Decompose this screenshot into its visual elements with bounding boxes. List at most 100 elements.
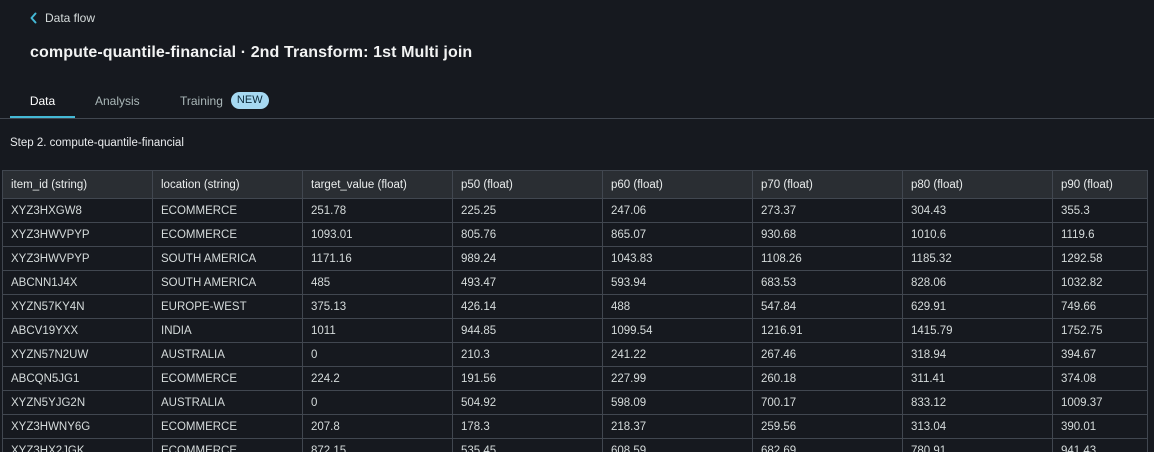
table-row: XYZ3HWVPYP SOUTH AMERICA 1171.16 989.24 1043…	[2, 246, 1148, 271]
table-cell: INDIA	[152, 318, 303, 343]
table-cell: 0	[302, 390, 453, 415]
table-cell: AUSTRALIA	[152, 342, 303, 367]
tab-training-label: Training	[180, 93, 223, 108]
table-cell: 833.12	[902, 390, 1053, 415]
table-cell: XYZ3HXGW8	[2, 198, 153, 223]
table-cell: 930.68	[752, 222, 903, 247]
table-cell: 682.69	[752, 438, 903, 452]
table-cell: 488	[602, 294, 753, 319]
table-cell: ABCV19YXX	[2, 318, 153, 343]
table-cell: 259.56	[752, 414, 903, 439]
table-cell: 227.99	[602, 366, 753, 391]
table-row: XYZ3HWNY6G ECOMMERCE 207.8 178.3 218.37 259.5…	[2, 414, 1148, 439]
table-cell: 683.53	[752, 270, 903, 295]
table-cell: 1009.37	[1052, 390, 1148, 415]
table-cell: 629.91	[902, 294, 1053, 319]
table-cell: ABCQN5JG1	[2, 366, 153, 391]
column-header[interactable]: p50 (float)	[452, 170, 603, 199]
table-cell: AUSTRALIA	[152, 390, 303, 415]
column-header[interactable]: p80 (float)	[902, 170, 1053, 199]
table-cell: 1099.54	[602, 318, 753, 343]
table-row: XYZN5YJG2N AUSTRALIA 0 504.92 598.09 700.17 83…	[2, 390, 1148, 415]
table-row: ABCQN5JG1 ECOMMERCE 224.2 191.56 227.99 260.1…	[2, 366, 1148, 391]
table-cell: 374.08	[1052, 366, 1148, 391]
column-header[interactable]: p70 (float)	[752, 170, 903, 199]
table-cell: ECOMMERCE	[152, 414, 303, 439]
table-cell: XYZ3HWVPYP	[2, 222, 153, 247]
column-header[interactable]: p90 (float)	[1052, 170, 1148, 199]
table-cell: 828.06	[902, 270, 1053, 295]
table-cell: 313.04	[902, 414, 1053, 439]
table-cell: 989.24	[452, 246, 603, 271]
table-cell: 504.92	[452, 390, 603, 415]
table-cell: 224.2	[302, 366, 453, 391]
table-row: XYZ3HX2JGK ECOMMERCE 872.15 535.45 608.59 682…	[2, 438, 1148, 452]
table-cell: 1752.75	[1052, 318, 1148, 343]
table-cell: 1032.82	[1052, 270, 1148, 295]
table-cell: 191.56	[452, 366, 603, 391]
table-cell: 1216.91	[752, 318, 903, 343]
table-cell: 1093.01	[302, 222, 453, 247]
table-cell: ECOMMERCE	[152, 438, 303, 452]
table-row: XYZ3HXGW8 ECOMMERCE 251.78 225.25 247.06 273.…	[2, 198, 1148, 223]
table-cell: 426.14	[452, 294, 603, 319]
tab-data[interactable]: Data	[10, 84, 75, 118]
step-label: Step 2. compute-quantile-financial	[10, 137, 184, 149]
column-header[interactable]: item_id (string)	[2, 170, 153, 199]
column-header[interactable]: p60 (float)	[602, 170, 753, 199]
table-cell: 941.43	[1052, 438, 1148, 452]
table-cell: 375.13	[302, 294, 453, 319]
back-link-label: Data flow	[45, 11, 96, 25]
table-cell: 493.47	[452, 270, 603, 295]
tab-analysis-label: Analysis	[95, 93, 140, 108]
table-cell: 394.67	[1052, 342, 1148, 367]
column-header[interactable]: target_value (float)	[302, 170, 453, 199]
table-cell: 218.37	[602, 414, 753, 439]
table-cell: 535.45	[452, 438, 603, 452]
table-cell: 1010.6	[902, 222, 1053, 247]
table-cell: XYZ3HWNY6G	[2, 414, 153, 439]
table-cell: XYZN57KY4N	[2, 294, 153, 319]
table-cell: ABCNN1J4X	[2, 270, 153, 295]
table-cell: 390.01	[1052, 414, 1148, 439]
tab-analysis[interactable]: Analysis	[95, 84, 140, 117]
table-cell: 749.66	[1052, 294, 1148, 319]
table-cell: 260.18	[752, 366, 903, 391]
table-cell: 207.8	[302, 414, 453, 439]
table-cell: XYZ3HWVPYP	[2, 246, 153, 271]
table-cell: SOUTH AMERICA	[152, 270, 303, 295]
chevron-left-icon	[30, 12, 37, 24]
table-cell: ECOMMERCE	[152, 198, 303, 223]
table-cell: 247.06	[602, 198, 753, 223]
table-cell: 944.85	[452, 318, 603, 343]
page-title: compute-quantile-financial · 2nd Transfo…	[30, 44, 473, 61]
table-cell: 311.41	[902, 366, 1053, 391]
table-cell: 1185.32	[902, 246, 1053, 271]
table-cell: 251.78	[302, 198, 453, 223]
table-cell: 598.09	[602, 390, 753, 415]
tab-data-label: Data	[29, 93, 56, 108]
table-row: ABCV19YXX INDIA 1011 944.85 1099.54 1216.91 14…	[2, 318, 1148, 343]
table-cell: 608.59	[602, 438, 753, 452]
table-cell: 805.76	[452, 222, 603, 247]
table-cell: ECOMMERCE	[152, 366, 303, 391]
column-header[interactable]: location (string)	[152, 170, 303, 199]
back-to-data-flow-link[interactable]: Data flow	[29, 11, 95, 25]
table-cell: 355.3	[1052, 198, 1148, 223]
table-cell: 210.3	[452, 342, 603, 367]
table-cell: 872.15	[302, 438, 453, 452]
table-row: XYZ3HWVPYP ECOMMERCE 1093.01 805.76 865.07 93…	[2, 222, 1148, 247]
table-cell: 225.25	[452, 198, 603, 223]
table-cell: XYZN57N2UW	[2, 342, 153, 367]
table-cell: 1119.6	[1052, 222, 1148, 247]
table-cell: 1108.26	[752, 246, 903, 271]
tab-bar: Data Analysis Training NEW	[0, 84, 1154, 119]
table-cell: 593.94	[602, 270, 753, 295]
table-cell: XYZ3HX2JGK	[2, 438, 153, 452]
table-cell: 700.17	[752, 390, 903, 415]
table-cell: 1171.16	[302, 246, 453, 271]
tab-training[interactable]: Training NEW	[180, 84, 269, 117]
table-header-row: item_id (string) location (string) target_…	[2, 170, 1148, 199]
table-cell: 241.22	[602, 342, 753, 367]
